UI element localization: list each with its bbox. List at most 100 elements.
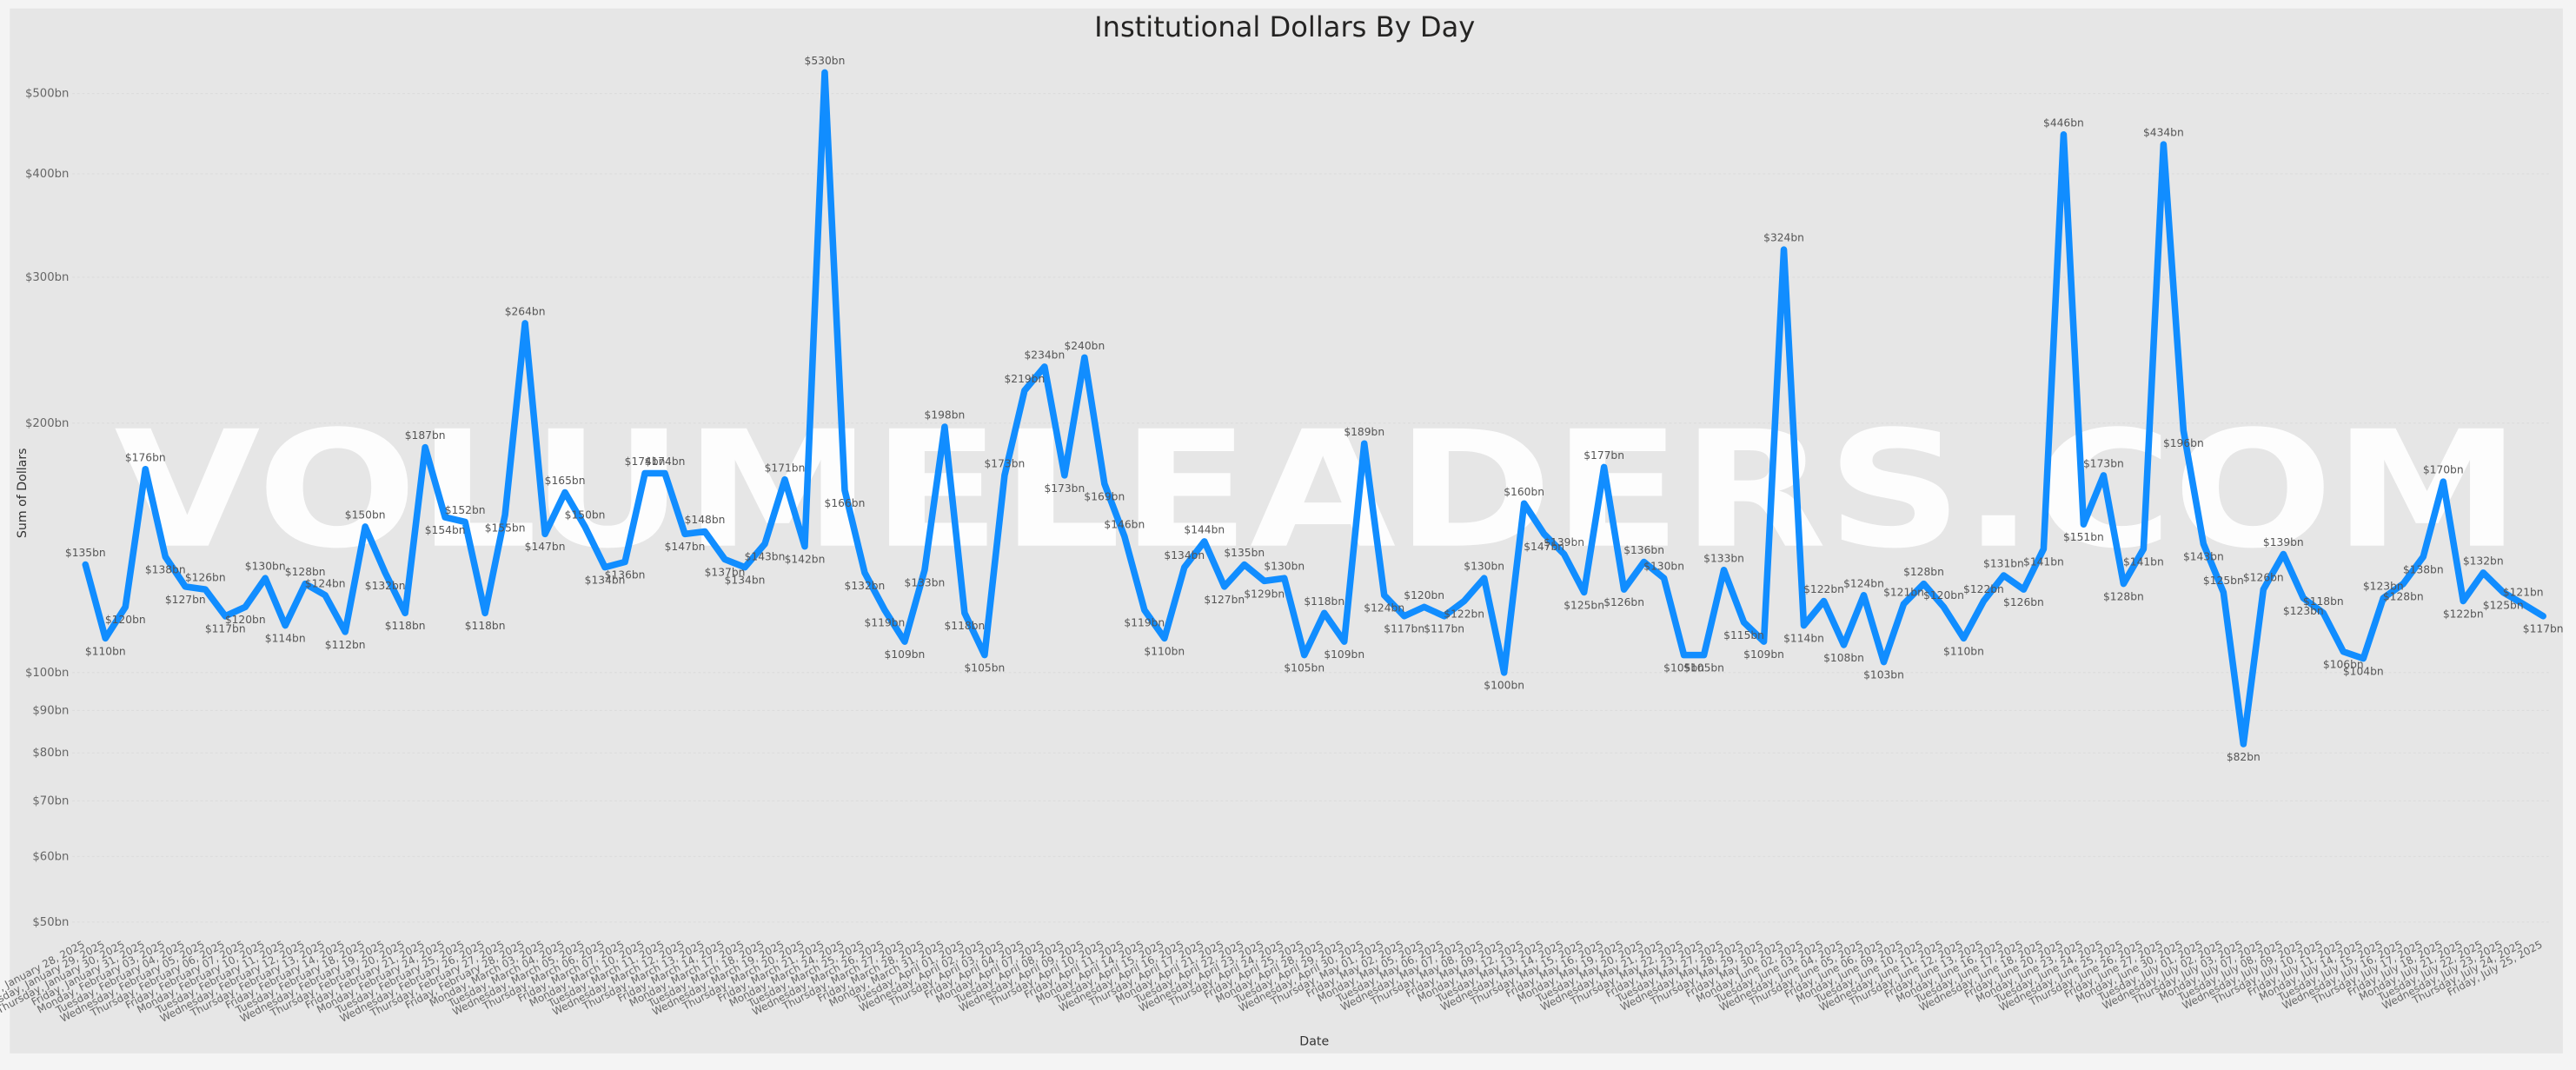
data-label: $128bn	[2103, 591, 2144, 603]
data-label: $133bn	[905, 577, 946, 589]
data-label: $166bn	[825, 497, 866, 509]
data-label: $120bn	[1923, 589, 1964, 601]
data-label: $133bn	[1703, 552, 1744, 564]
data-label: $122bn	[1444, 608, 1484, 620]
data-label: $105bn	[965, 662, 1006, 675]
data-label: $124bn	[1364, 602, 1404, 615]
y-tick-label: $300bn	[25, 271, 69, 284]
data-label: $110bn	[85, 645, 126, 657]
y-tick-label: $200bn	[25, 417, 69, 430]
data-label: $324bn	[1763, 232, 1804, 244]
data-label: $124bn	[305, 577, 346, 589]
data-label: $105bn	[1683, 662, 1724, 675]
data-label: $173bn	[2083, 457, 2124, 469]
data-label: $120bn	[225, 614, 266, 626]
data-label: $160bn	[1504, 486, 1544, 498]
data-label: $135bn	[1224, 547, 1265, 559]
data-label: $132bn	[845, 580, 886, 592]
y-tick-label: $80bn	[32, 747, 69, 760]
data-label: $147bn	[665, 541, 706, 553]
data-label: $174bn	[625, 455, 666, 468]
data-label: $119bn	[865, 617, 906, 629]
y-tick-label: $60bn	[32, 850, 69, 863]
data-label: $146bn	[1104, 519, 1145, 531]
data-label: $106bn	[2323, 659, 2364, 671]
data-label: $123bn	[2283, 605, 2324, 617]
y-axis-title: Sum of Dollars	[16, 448, 30, 538]
plot-background	[10, 8, 2563, 1053]
data-label: $135bn	[65, 547, 106, 559]
data-label: $143bn	[745, 551, 786, 563]
data-label: $105bn	[1663, 662, 1704, 675]
data-label: $127bn	[1204, 594, 1245, 606]
data-label: $105bn	[1284, 662, 1325, 675]
data-label: $126bn	[1603, 596, 1644, 608]
data-label: $150bn	[345, 509, 386, 522]
data-label: $154bn	[425, 524, 466, 536]
data-label: $128bn	[285, 566, 326, 578]
data-label: $123bn	[2363, 581, 2404, 593]
y-tick-label: $100bn	[25, 667, 69, 680]
data-label: $170bn	[2423, 464, 2464, 476]
data-label: $120bn	[105, 614, 146, 626]
data-label: $147bn	[525, 541, 566, 553]
data-label: $118bn	[1304, 595, 1344, 608]
data-label: $147bn	[1524, 541, 1564, 553]
data-label: $119bn	[1124, 617, 1165, 629]
y-tick-label: $90bn	[32, 704, 69, 717]
y-tick-label: $400bn	[25, 168, 69, 181]
data-label: $136bn	[1623, 544, 1664, 556]
data-label: $219bn	[1004, 373, 1045, 385]
data-label: $126bn	[185, 572, 226, 584]
data-label: $165bn	[545, 475, 586, 487]
data-label: $138bn	[145, 563, 186, 575]
data-label: $173bn	[1044, 482, 1085, 495]
data-label: $109bn	[1743, 648, 1784, 661]
data-label: $115bn	[1723, 629, 1764, 641]
data-label: $130bn	[1643, 561, 1684, 573]
data-label: $118bn	[2303, 595, 2344, 608]
y-tick-label: $50bn	[32, 916, 69, 929]
data-label: $129bn	[1244, 588, 1285, 600]
data-label: $446bn	[2043, 116, 2084, 129]
data-label: $171bn	[765, 462, 806, 474]
data-label: $142bn	[785, 554, 826, 566]
data-label: $143bn	[2183, 551, 2224, 563]
data-label: $128bn	[1903, 566, 1944, 578]
data-label: $189bn	[1344, 426, 1384, 438]
data-label: $120bn	[1404, 589, 1444, 601]
data-label: $109bn	[885, 648, 926, 661]
data-label: $141bn	[2123, 555, 2164, 568]
data-label: $108bn	[1823, 652, 1864, 664]
data-label: $125bn	[2203, 575, 2244, 587]
chart-title: Institutional Dollars By Day	[1094, 10, 1475, 43]
data-label: $117bn	[1424, 623, 1464, 635]
data-label: $122bn	[1803, 583, 1844, 595]
y-tick-label: $70bn	[32, 794, 69, 807]
data-label: $126bn	[2243, 572, 2284, 584]
data-label: $139bn	[1544, 536, 1584, 548]
data-label: $117bn	[1384, 623, 1424, 635]
data-label: $139bn	[2263, 536, 2304, 548]
data-label: $110bn	[1144, 645, 1185, 657]
data-label: $118bn	[945, 620, 986, 632]
data-label: $198bn	[925, 409, 966, 422]
data-label: $130bn	[1264, 561, 1305, 573]
data-label: $112bn	[325, 639, 366, 651]
data-label: $136bn	[605, 568, 646, 581]
data-label: $137bn	[705, 566, 746, 578]
data-label: $264bn	[505, 305, 546, 317]
data-label: $134bn	[585, 575, 626, 587]
data-label: $110bn	[1943, 645, 1984, 657]
data-label: $132bn	[365, 580, 406, 592]
y-tick-label: $500bn	[25, 88, 69, 101]
data-label: $177bn	[1583, 449, 1624, 462]
data-label: $434bn	[2143, 127, 2184, 139]
data-label: $152bn	[445, 504, 486, 516]
data-label: $130bn	[245, 561, 286, 573]
data-label: $151bn	[2063, 531, 2104, 543]
data-label: $100bn	[1484, 680, 1524, 692]
data-label: $148bn	[685, 514, 726, 526]
data-label: $240bn	[1064, 340, 1105, 352]
